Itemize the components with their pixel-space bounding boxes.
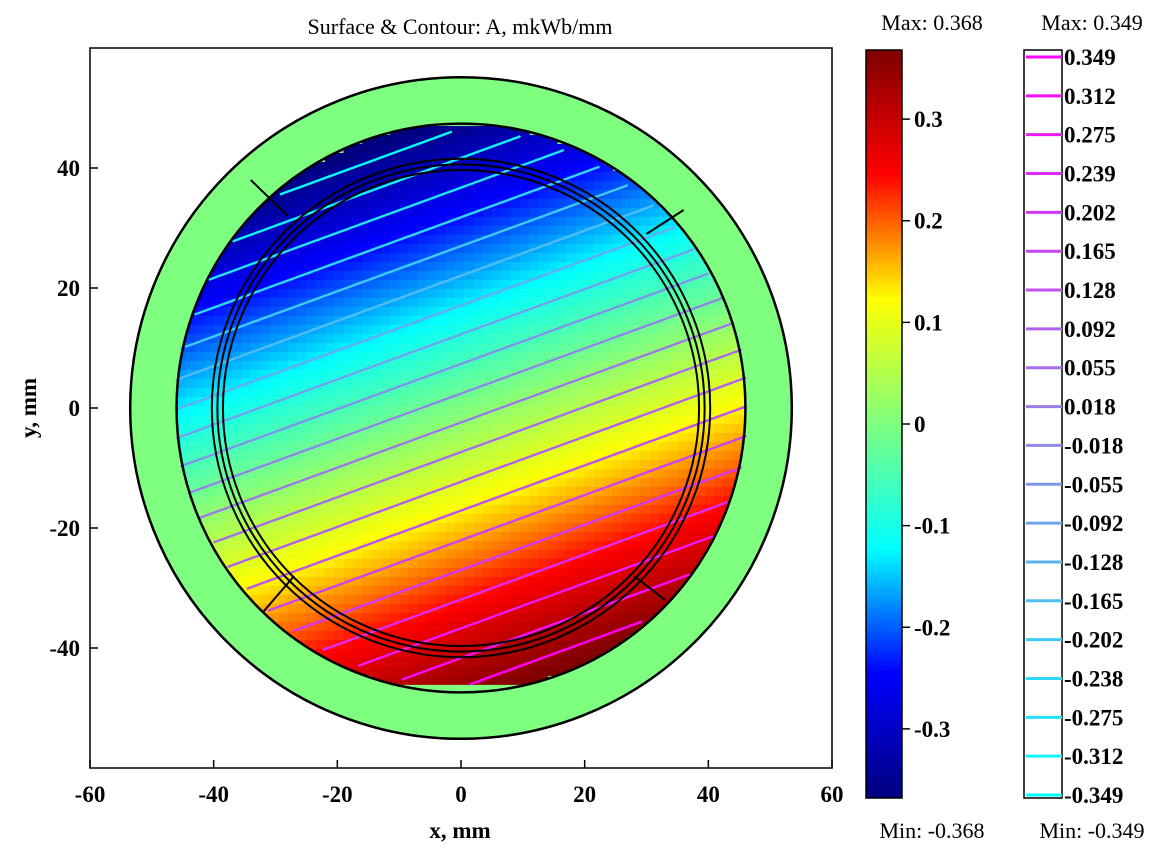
boundary-circle <box>210 157 712 659</box>
contour-level-label: -0.165 <box>1064 589 1123 614</box>
contour-lines <box>175 130 747 686</box>
contour-level-label: 0.165 <box>1064 239 1116 264</box>
x-tick-label: -20 <box>322 782 353 807</box>
contour-max-label: Max: 0.349 <box>1041 10 1142 35</box>
contour-line <box>227 376 747 568</box>
y-tick-label: -40 <box>49 636 80 661</box>
contour-legend-frame <box>1023 49 1063 799</box>
contour-level-legend: 0.349 0.312 0.275 0.239 0.202 0.165 0.128 0.092… <box>1026 45 1123 808</box>
contour-level-label: 0.202 <box>1064 200 1116 225</box>
x-tick-label: 0 <box>455 782 467 807</box>
colorbar-tick-label: -0.2 <box>914 615 950 640</box>
contour-line <box>180 272 709 468</box>
y-tick-label: 40 <box>57 156 80 181</box>
contour-level-label: 0.128 <box>1064 278 1116 303</box>
contour-level-label: -0.202 <box>1064 628 1123 653</box>
chart-title: Surface & Contour: A, mkWb/mm <box>308 14 613 39</box>
geometry-outline <box>175 122 747 694</box>
contour-min-label: Min: -0.349 <box>1039 818 1144 843</box>
boundary-circle <box>221 168 701 648</box>
contour-level-label: -0.018 <box>1064 433 1123 458</box>
magnet-edge <box>250 179 289 217</box>
y-tick-label: -20 <box>49 516 80 541</box>
contour-level-label: 0.349 <box>1064 45 1116 70</box>
surface-max-label: Max: 0.368 <box>881 10 982 35</box>
contour-line <box>293 466 742 632</box>
surface-min-label: Min: -0.368 <box>879 818 984 843</box>
contour-line <box>213 348 742 544</box>
y-axis: 40 20 0 -20 -40 <box>49 156 98 661</box>
contour-level-label: 0.312 <box>1064 84 1116 109</box>
y-tick-label: 0 <box>69 396 81 421</box>
x-tick-label: 20 <box>573 782 596 807</box>
contour-level-label: 0.055 <box>1064 356 1116 381</box>
contour-level-label: -0.238 <box>1064 666 1123 691</box>
y-tick-label: 20 <box>57 276 80 301</box>
contour-line <box>189 297 723 494</box>
contour-level-label: -0.055 <box>1064 472 1123 497</box>
contour-level-label: -0.312 <box>1064 744 1123 769</box>
contour-line <box>199 322 733 519</box>
contour-level-label: 0.239 <box>1064 162 1116 187</box>
colorbar-tick-label: 0.3 <box>914 107 943 132</box>
contour-level-label: -0.092 <box>1064 511 1123 536</box>
contour-level-label: -0.128 <box>1064 550 1123 575</box>
y-axis-label: y, mm <box>16 378 41 438</box>
x-tick-label: 60 <box>821 782 844 807</box>
contour-level-label: -0.349 <box>1064 783 1123 808</box>
colorbar-tick-label: 0.1 <box>914 310 943 335</box>
surface-colorbar <box>865 49 903 799</box>
colorbar-tick-label: -0.1 <box>914 514 950 539</box>
x-tick-label: -40 <box>198 782 229 807</box>
colorbar-tick-label: 0.2 <box>914 209 943 234</box>
contour-line <box>246 405 747 590</box>
contour-line <box>267 435 747 612</box>
magnet-edge <box>633 575 666 601</box>
magnet-edge <box>645 209 685 235</box>
contour-line <box>469 620 643 686</box>
contour-level-label: 0.092 <box>1064 317 1116 342</box>
x-tick-label: -60 <box>75 782 106 807</box>
contour-level-label: -0.275 <box>1064 705 1123 730</box>
colorbar-tick-label: -0.3 <box>914 717 950 742</box>
surface-colorbar-ticks: 0.3 0.2 0.1 0 -0.1 -0.2 -0.3 <box>902 107 950 742</box>
x-axis-label: x, mm <box>429 818 490 843</box>
field-map <box>128 75 794 741</box>
contour-level-label: 0.018 <box>1064 395 1116 420</box>
boundary-circle <box>175 122 747 694</box>
contour-line <box>180 184 629 350</box>
magnet-edge <box>262 575 295 613</box>
contour-line <box>279 130 453 196</box>
contour-line <box>175 226 676 411</box>
contour-level-label: 0.275 <box>1064 123 1116 148</box>
contour-line <box>357 535 714 667</box>
x-axis: -60 -40 -20 0 20 40 60 <box>75 760 844 807</box>
colorbar-tick-label: 0 <box>914 412 926 437</box>
boundary-circle <box>216 163 706 653</box>
x-tick-label: 40 <box>697 782 720 807</box>
contour-line <box>208 149 565 281</box>
